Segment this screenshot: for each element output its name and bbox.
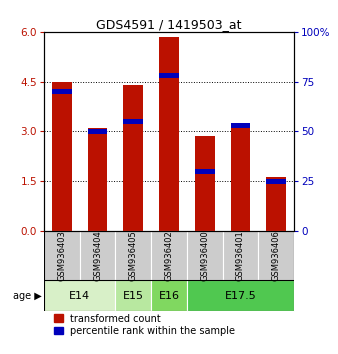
- Bar: [266, 177, 286, 231]
- Bar: [151, 280, 187, 310]
- Text: GSM936402: GSM936402: [165, 230, 173, 281]
- Bar: [258, 231, 294, 280]
- Text: GSM936405: GSM936405: [129, 230, 138, 281]
- Text: E17.5: E17.5: [224, 291, 256, 301]
- Text: E14: E14: [69, 291, 90, 301]
- Bar: [151, 231, 187, 280]
- Bar: [88, 128, 107, 231]
- Bar: [159, 73, 179, 78]
- Bar: [115, 231, 151, 280]
- Bar: [223, 231, 258, 280]
- Bar: [44, 231, 80, 280]
- Bar: [80, 231, 115, 280]
- Bar: [231, 123, 250, 231]
- Bar: [88, 129, 107, 134]
- Text: GSM936400: GSM936400: [200, 230, 209, 281]
- Text: age ▶: age ▶: [14, 291, 42, 301]
- Title: GDS4591 / 1419503_at: GDS4591 / 1419503_at: [96, 18, 242, 31]
- Bar: [187, 280, 294, 310]
- Bar: [52, 89, 72, 94]
- Bar: [123, 119, 143, 124]
- Bar: [231, 123, 250, 128]
- Bar: [159, 37, 179, 231]
- Bar: [195, 136, 215, 231]
- Bar: [123, 85, 143, 231]
- Text: GSM936404: GSM936404: [93, 230, 102, 281]
- Text: GSM936403: GSM936403: [57, 230, 66, 281]
- Bar: [115, 280, 151, 310]
- Text: E16: E16: [159, 291, 179, 301]
- Legend: transformed count, percentile rank within the sample: transformed count, percentile rank withi…: [54, 314, 235, 336]
- Text: GSM936401: GSM936401: [236, 230, 245, 281]
- Bar: [52, 82, 72, 231]
- Text: GSM936406: GSM936406: [272, 230, 281, 281]
- Bar: [44, 280, 115, 310]
- Bar: [187, 231, 223, 280]
- Bar: [266, 179, 286, 184]
- Bar: [195, 169, 215, 174]
- Text: E15: E15: [123, 291, 144, 301]
